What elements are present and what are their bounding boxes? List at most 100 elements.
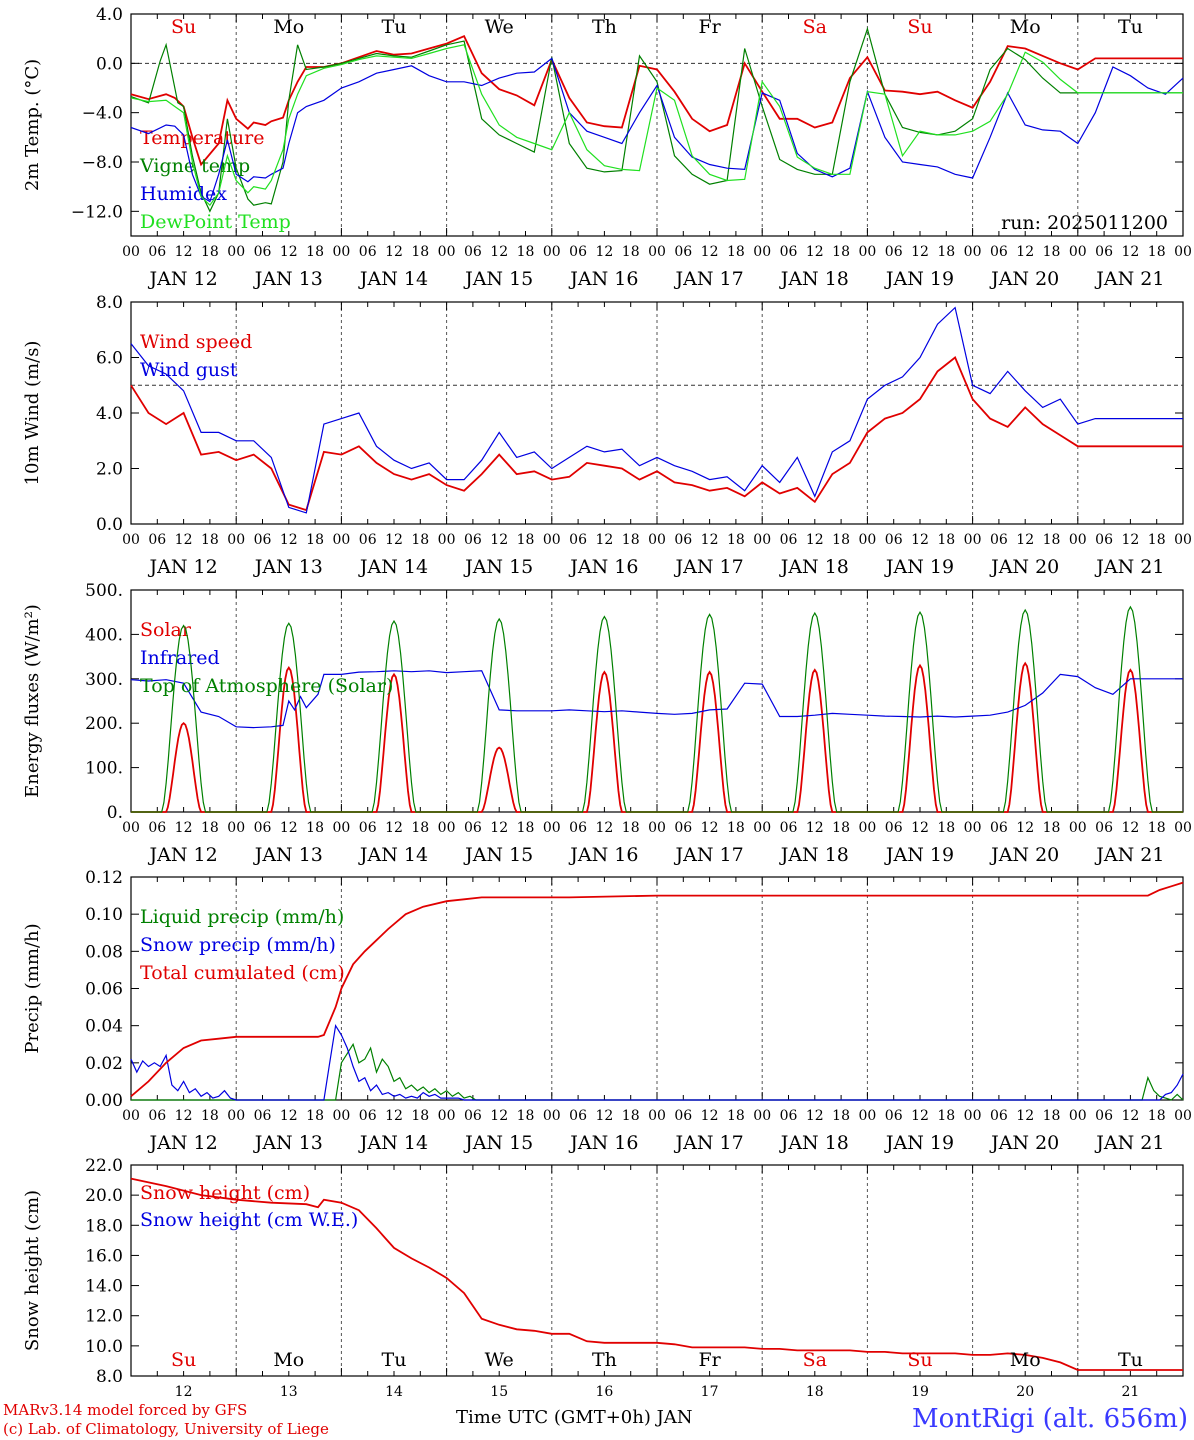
hour-tick-label: 06 bbox=[1095, 244, 1113, 260]
y-tick-label: 0.04 bbox=[85, 1017, 123, 1037]
y-tick-label: 0. bbox=[107, 803, 123, 823]
hour-tick-label: 18 bbox=[622, 820, 640, 836]
hour-tick-label: 12 bbox=[175, 1108, 193, 1124]
hour-tick-label: 00 bbox=[438, 1108, 456, 1124]
hour-tick-label: 06 bbox=[780, 820, 798, 836]
hour-tick-label: 18 bbox=[832, 244, 850, 260]
series-line-snow-height-cm- bbox=[130, 1177, 1183, 1371]
hour-tick-label: 06 bbox=[674, 532, 692, 548]
hour-tick-label: 18 bbox=[201, 820, 219, 836]
hour-tick-label: 00 bbox=[122, 820, 140, 836]
hour-tick-label: 12 bbox=[490, 1108, 508, 1124]
hour-tick-label: 18 bbox=[306, 532, 324, 548]
hour-tick-label: 12 bbox=[911, 820, 929, 836]
y-tick-label: 10.0 bbox=[85, 1337, 123, 1357]
hour-tick-label: 06 bbox=[990, 820, 1008, 836]
hour-tick-label: 12 bbox=[1016, 532, 1034, 548]
day-name-label: Tu bbox=[382, 1349, 407, 1371]
date-label: JAN 12 bbox=[148, 268, 218, 290]
hour-tick-label: 06 bbox=[569, 820, 587, 836]
y-tick-label: 14.0 bbox=[85, 1277, 123, 1297]
hour-tick-label: 18 bbox=[832, 820, 850, 836]
hour-tick-label: 00 bbox=[332, 244, 350, 260]
hour-tick-label: 00 bbox=[858, 820, 876, 836]
hour-tick-label: 18 bbox=[201, 244, 219, 260]
hour-tick-label: 00 bbox=[1174, 532, 1192, 548]
y-tick-label: 500. bbox=[85, 581, 123, 601]
day-name-label: Su bbox=[171, 16, 196, 38]
hour-tick-label: 12 bbox=[385, 1108, 403, 1124]
day-name-label: Sa bbox=[803, 16, 827, 38]
hour-tick-label: 18 bbox=[411, 532, 429, 548]
y-tick-label: 16.0 bbox=[85, 1246, 123, 1266]
date-label: JAN 12 bbox=[148, 844, 218, 866]
hour-tick-label: 12 bbox=[490, 532, 508, 548]
hour-tick-label: 18 bbox=[1043, 244, 1061, 260]
y-tick-label: 400. bbox=[85, 625, 123, 645]
y-tick-label: 0.12 bbox=[85, 868, 123, 888]
date-label: JAN 21 bbox=[1094, 1132, 1164, 1154]
hour-tick-label: 18 bbox=[517, 820, 535, 836]
legend-entry: Snow height (cm W.E.) bbox=[140, 1209, 358, 1231]
y-tick-label: 0.08 bbox=[85, 942, 123, 962]
hour-tick-label: 12 bbox=[1121, 244, 1139, 260]
date-label: JAN 17 bbox=[674, 268, 744, 290]
hour-tick-label: 06 bbox=[990, 532, 1008, 548]
hour-tick-label: 12 bbox=[175, 532, 193, 548]
hour-tick-label: 06 bbox=[885, 820, 903, 836]
day-name-label: Fr bbox=[698, 1349, 721, 1371]
date-label: JAN 20 bbox=[989, 1132, 1059, 1154]
hour-tick-label: 18 bbox=[1043, 532, 1061, 548]
day-number-label: 21 bbox=[1121, 1384, 1139, 1400]
date-label: JAN 19 bbox=[884, 268, 954, 290]
hour-tick-label: 00 bbox=[227, 1108, 245, 1124]
day-number-label: 13 bbox=[280, 1384, 298, 1400]
hour-tick-label: 00 bbox=[438, 820, 456, 836]
y-tick-label: 20.0 bbox=[85, 1186, 123, 1206]
hour-tick-label: 18 bbox=[622, 244, 640, 260]
series-line-snow-precip-mm-h- bbox=[130, 1024, 1184, 1101]
y-tick-label: 6.0 bbox=[96, 349, 123, 369]
date-label: JAN 18 bbox=[779, 556, 849, 578]
date-label: JAN 18 bbox=[779, 844, 849, 866]
hour-tick-label: 12 bbox=[701, 244, 719, 260]
hour-tick-label: 18 bbox=[727, 244, 745, 260]
hour-tick-label: 06 bbox=[569, 532, 587, 548]
date-label: JAN 16 bbox=[568, 1132, 638, 1154]
date-label: JAN 15 bbox=[463, 844, 533, 866]
date-label: JAN 20 bbox=[989, 844, 1059, 866]
legend-entry: Total cumulated (cm) bbox=[140, 962, 345, 984]
hour-tick-label: 18 bbox=[622, 532, 640, 548]
hour-tick-label: 06 bbox=[780, 1108, 798, 1124]
y-tick-label: 18.0 bbox=[85, 1216, 123, 1236]
hour-tick-label: 06 bbox=[885, 532, 903, 548]
day-name-label: Mo bbox=[1010, 1349, 1041, 1371]
series-line-temperature bbox=[130, 35, 1183, 167]
x-axis-label: Time UTC (GMT+0h) JAN bbox=[456, 1407, 693, 1428]
date-label: JAN 14 bbox=[358, 556, 428, 578]
legend-entry: Humidex bbox=[140, 183, 227, 205]
hour-tick-label: 18 bbox=[937, 532, 955, 548]
date-label: JAN 15 bbox=[463, 556, 533, 578]
date-label: JAN 20 bbox=[989, 556, 1059, 578]
hour-tick-label: 00 bbox=[648, 1108, 666, 1124]
day-name-label: Th bbox=[592, 1349, 617, 1371]
date-label: JAN 12 bbox=[148, 556, 218, 578]
date-label: JAN 16 bbox=[568, 556, 638, 578]
series-line-wind-gust bbox=[130, 306, 1183, 514]
hour-tick-label: 06 bbox=[359, 820, 377, 836]
hour-tick-label: 18 bbox=[622, 1108, 640, 1124]
panel-wind: 8.0 6.0 4.0 2.0 0.0 10m Wind (m/s) Wind speed W… bbox=[22, 293, 1192, 578]
hour-tick-label: 00 bbox=[543, 820, 561, 836]
hour-tick-label: 06 bbox=[990, 244, 1008, 260]
hour-tick-label: 18 bbox=[201, 532, 219, 548]
credit-line-2: (c) Lab. of Climatology, University of L… bbox=[3, 1420, 329, 1438]
hour-tick-label: 18 bbox=[832, 532, 850, 548]
hour-tick-label: 12 bbox=[175, 244, 193, 260]
date-label: JAN 21 bbox=[1094, 844, 1164, 866]
hour-tick-label: 00 bbox=[858, 244, 876, 260]
y-axis-label: 10m Wind (m/s) bbox=[22, 341, 43, 486]
hour-tick-label: 00 bbox=[753, 244, 771, 260]
series-line-top-of-atmosphere-solar- bbox=[131, 605, 1183, 813]
legend-entry: Snow precip (mm/h) bbox=[140, 934, 336, 956]
